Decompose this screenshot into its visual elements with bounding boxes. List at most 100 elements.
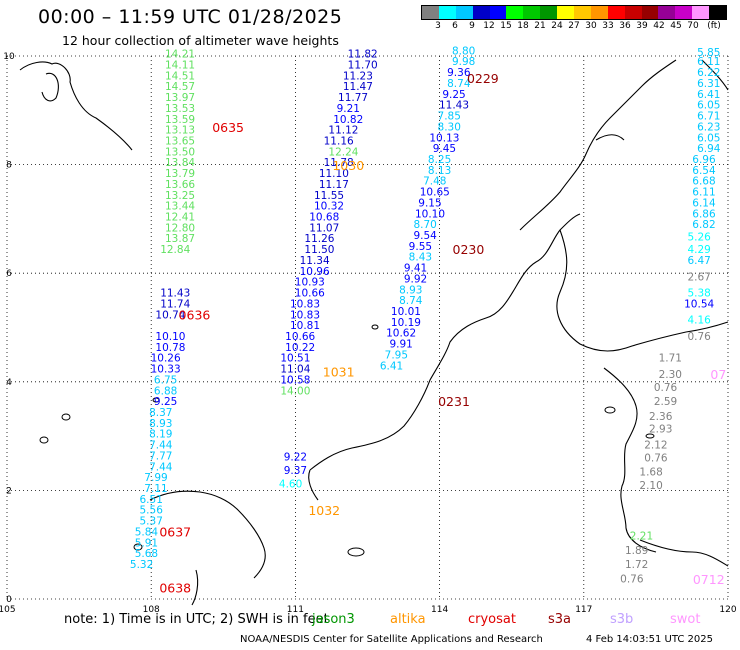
wave-height-value: 6.05	[697, 132, 720, 144]
wave-height-value: 13.84	[165, 157, 195, 169]
wave-height-value: 11.43	[160, 288, 190, 300]
wave-height-value: 8.70	[413, 219, 436, 231]
satellite-pass: 5.856.116.226.316.416.056.716.236.056.94…	[684, 47, 721, 343]
wave-height-value: 5.84	[135, 526, 159, 538]
wave-height-value: 10.01	[391, 306, 421, 318]
scale-label: 6	[452, 21, 458, 31]
island-outline	[645, 433, 655, 439]
scale-swatch	[540, 6, 558, 19]
lat-tick-label: 10	[3, 52, 15, 62]
wave-height-value: 12.84	[160, 244, 190, 256]
wave-height-value: 10.83	[290, 309, 320, 321]
wave-height-value: 10.62	[386, 328, 416, 340]
wave-height-value: 11.77	[338, 92, 368, 104]
wave-height-value: 5.37	[140, 516, 163, 528]
lon-tick-label: 120	[719, 605, 736, 615]
satellite-legend-item: swot	[670, 612, 701, 627]
scale-swatch	[557, 6, 575, 19]
wave-height-value: 11.55	[314, 190, 344, 202]
wave-height-value: 7.48	[423, 176, 446, 188]
wave-height-value: 0.76	[644, 453, 668, 465]
wave-height-value: 7.99	[144, 472, 167, 484]
scale-label: 70	[687, 21, 699, 31]
wave-height-value: 8.37	[149, 407, 172, 419]
wave-height-value: 9.25	[442, 89, 465, 101]
wave-height-value: 6.11	[692, 187, 715, 199]
wave-height-tracks: 14.2114.1114.5114.5713.9713.5313.5913.13…	[130, 45, 726, 595]
coastline-segment	[556, 229, 729, 352]
wave-height-value: 9.15	[418, 197, 441, 209]
scale-swatch	[455, 6, 473, 19]
wave-height-value: 8.30	[438, 121, 461, 133]
wave-height-value: 6.11	[697, 56, 720, 68]
wave-height-value: 12.41	[165, 212, 195, 224]
wave-height-value: 11.82	[348, 49, 378, 61]
wave-height-value: 6.31	[697, 78, 720, 90]
island-outline	[371, 324, 379, 330]
wave-height-value: 10.93	[295, 277, 325, 289]
wave-height-value: 1.71	[659, 353, 682, 365]
scale-swatch	[422, 6, 439, 19]
wave-height-value: 5.91	[135, 537, 158, 549]
wave-height-value: 14.11	[165, 59, 195, 71]
wave-height-value: 6.22	[697, 67, 720, 79]
lat-tick-label: 6	[6, 269, 12, 279]
wave-height-value: 14.51	[165, 70, 195, 82]
wave-height-value: 13.13	[165, 125, 195, 137]
wave-height-value: 12.80	[165, 222, 195, 234]
wave-height-value: 10.96	[300, 266, 330, 278]
wave-height-value: 8.74	[447, 78, 471, 90]
wave-height-value: 13.66	[165, 179, 195, 191]
wave-height-value: 6.51	[140, 494, 163, 506]
wave-height-value: 13.25	[165, 190, 195, 202]
scale-label: 33	[602, 21, 614, 31]
scale-label: 3	[435, 21, 441, 31]
scale-swatch	[658, 6, 676, 19]
wave-height-value: 11.34	[300, 255, 330, 267]
island-outline	[604, 406, 616, 414]
scale-label: 9	[469, 21, 475, 31]
lon-tick-label: 111	[287, 605, 304, 615]
wave-height-value: 10.58	[280, 374, 310, 386]
scale-label: 30	[585, 21, 597, 31]
wave-height-value: 10.65	[420, 187, 450, 199]
scale-label: 12	[483, 21, 495, 31]
satellite-pass: 07	[710, 367, 726, 382]
wave-height-value: 11.50	[304, 244, 334, 256]
pass-time-label: 0637	[159, 525, 191, 540]
generated-timestamp: 4 Feb 14:03:51 UTC 2025	[586, 634, 713, 645]
satellite-pass: 11.2611.5011.3410.9610.9310.6610.8310.83…	[280, 233, 354, 397]
wave-height-value: 9.91	[389, 339, 412, 351]
wave-height-value: 11.74	[160, 298, 190, 310]
color-scale-labels: 3 6 9 12 15 18 21 24 27 30 33 36 39 42 45 70 (ft)	[421, 21, 727, 33]
satellite-pass: 9.229.37 4.60 1032	[279, 452, 340, 518]
satellite-pass: 14.2114.1114.5114.5713.9713.5313.5913.13…	[160, 49, 244, 256]
wave-height-value: 10.66	[295, 288, 325, 300]
wave-height-value: 12.24	[328, 146, 358, 158]
pass-time-label: 0231	[438, 394, 470, 409]
wave-height-value: 9.92	[404, 273, 427, 285]
wave-height-value: 6.88	[154, 385, 177, 397]
pass-time-label: 0636	[179, 307, 211, 322]
coastline-segment	[603, 367, 657, 553]
wave-height-value: 14.00	[280, 385, 310, 397]
wave-height-value: 7.44	[149, 440, 173, 452]
scale-label: 18	[517, 21, 529, 31]
island-outline	[39, 436, 49, 444]
pass-time-label: 1030	[332, 158, 364, 173]
wave-height-value: 9.37	[284, 465, 307, 477]
satellite-pass: 7.997.116.515.565.375.845.915.685.32 0637	[130, 472, 191, 571]
lon-tick-label: 105	[0, 605, 16, 615]
wave-height-value: 2.59	[654, 396, 677, 408]
wave-height-value: 10.10	[155, 331, 185, 343]
scale-label: 42	[653, 21, 665, 31]
island-outline	[133, 543, 143, 551]
wave-height-value: 9.54	[413, 230, 437, 242]
coastline-segment	[41, 72, 59, 102]
scale-swatch	[489, 6, 507, 19]
wave-height-value: 8.93	[149, 418, 172, 430]
wave-height-value: 13.65	[165, 136, 195, 148]
satellite-pass: 1.712.300.762.592.362.932.120.761.682.10…	[620, 353, 682, 586]
